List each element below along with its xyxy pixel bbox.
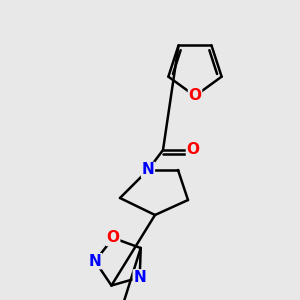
Text: N: N (133, 270, 146, 285)
Text: O: O (106, 230, 120, 245)
Text: O: O (188, 88, 202, 104)
Text: N: N (142, 163, 154, 178)
Text: N: N (88, 254, 101, 268)
Text: O: O (187, 142, 200, 158)
